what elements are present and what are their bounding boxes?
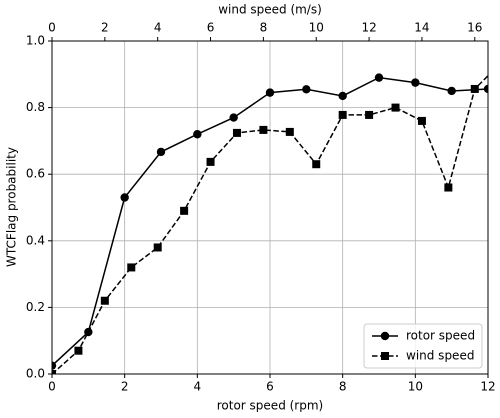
x2-tick-label: 6 xyxy=(207,21,215,35)
y-axis-label: WTCFlag probability xyxy=(5,147,19,267)
y-tick-label: 0.6 xyxy=(26,167,45,181)
marker xyxy=(483,84,488,94)
marker xyxy=(391,103,400,112)
x2-tick-label: 16 xyxy=(467,21,482,35)
marker xyxy=(206,157,215,166)
marker xyxy=(232,128,241,137)
x2-tick-label: 2 xyxy=(101,21,109,35)
marker xyxy=(302,85,311,94)
marker xyxy=(156,147,166,157)
marker xyxy=(365,110,374,119)
marker xyxy=(52,361,57,370)
y-tick-label: 1.0 xyxy=(26,34,45,48)
marker xyxy=(411,78,420,87)
x-tick-label: 6 xyxy=(266,380,274,394)
marker xyxy=(193,130,202,139)
x2-tick-label: 10 xyxy=(309,21,324,35)
x-tick-label: 10 xyxy=(408,380,423,394)
plot-area xyxy=(52,73,488,374)
legend-label: wind speed xyxy=(406,349,474,363)
marker xyxy=(180,206,189,215)
y-tick-label: 0.8 xyxy=(26,100,45,114)
x2-tick-label: 4 xyxy=(154,21,162,35)
x2-tick-label: 12 xyxy=(361,21,376,35)
marker xyxy=(120,193,129,202)
x2-tick-label: 8 xyxy=(260,21,268,35)
x-tick-label: 0 xyxy=(48,380,56,394)
x-axis-label: rotor speed (rpm) xyxy=(217,399,323,413)
marker xyxy=(381,352,389,360)
x-tick-label: 12 xyxy=(480,380,495,394)
marker xyxy=(52,370,56,374)
marker xyxy=(153,243,162,252)
y-tick-label: 0.0 xyxy=(26,367,45,381)
marker xyxy=(100,296,109,305)
marker xyxy=(229,113,238,122)
y-tick-label: 0.4 xyxy=(26,233,45,247)
marker xyxy=(259,125,268,134)
legend-box xyxy=(363,323,483,369)
marker xyxy=(470,84,479,93)
x2-axis-label: wind speed (m/s) xyxy=(218,3,322,17)
plot-frame xyxy=(51,40,489,375)
y-tick-label: 0.2 xyxy=(26,300,45,314)
marker xyxy=(127,263,136,272)
marker xyxy=(312,160,321,169)
marker xyxy=(74,346,83,355)
x-tick-label: 8 xyxy=(339,380,347,394)
marker xyxy=(374,73,384,82)
x-tick-label: 2 xyxy=(121,380,129,394)
marker xyxy=(444,183,453,192)
marker xyxy=(417,116,426,125)
marker xyxy=(285,127,294,136)
marker xyxy=(338,91,347,101)
marker xyxy=(447,86,456,96)
legend-label: rotor speed xyxy=(406,329,475,343)
marker xyxy=(338,110,347,119)
x2-tick-label: 0 xyxy=(48,21,56,35)
x-tick-label: 4 xyxy=(194,380,202,394)
marker xyxy=(380,331,390,341)
x2-tick-label: 14 xyxy=(414,21,429,35)
series-line xyxy=(52,74,488,374)
marker xyxy=(265,88,275,97)
